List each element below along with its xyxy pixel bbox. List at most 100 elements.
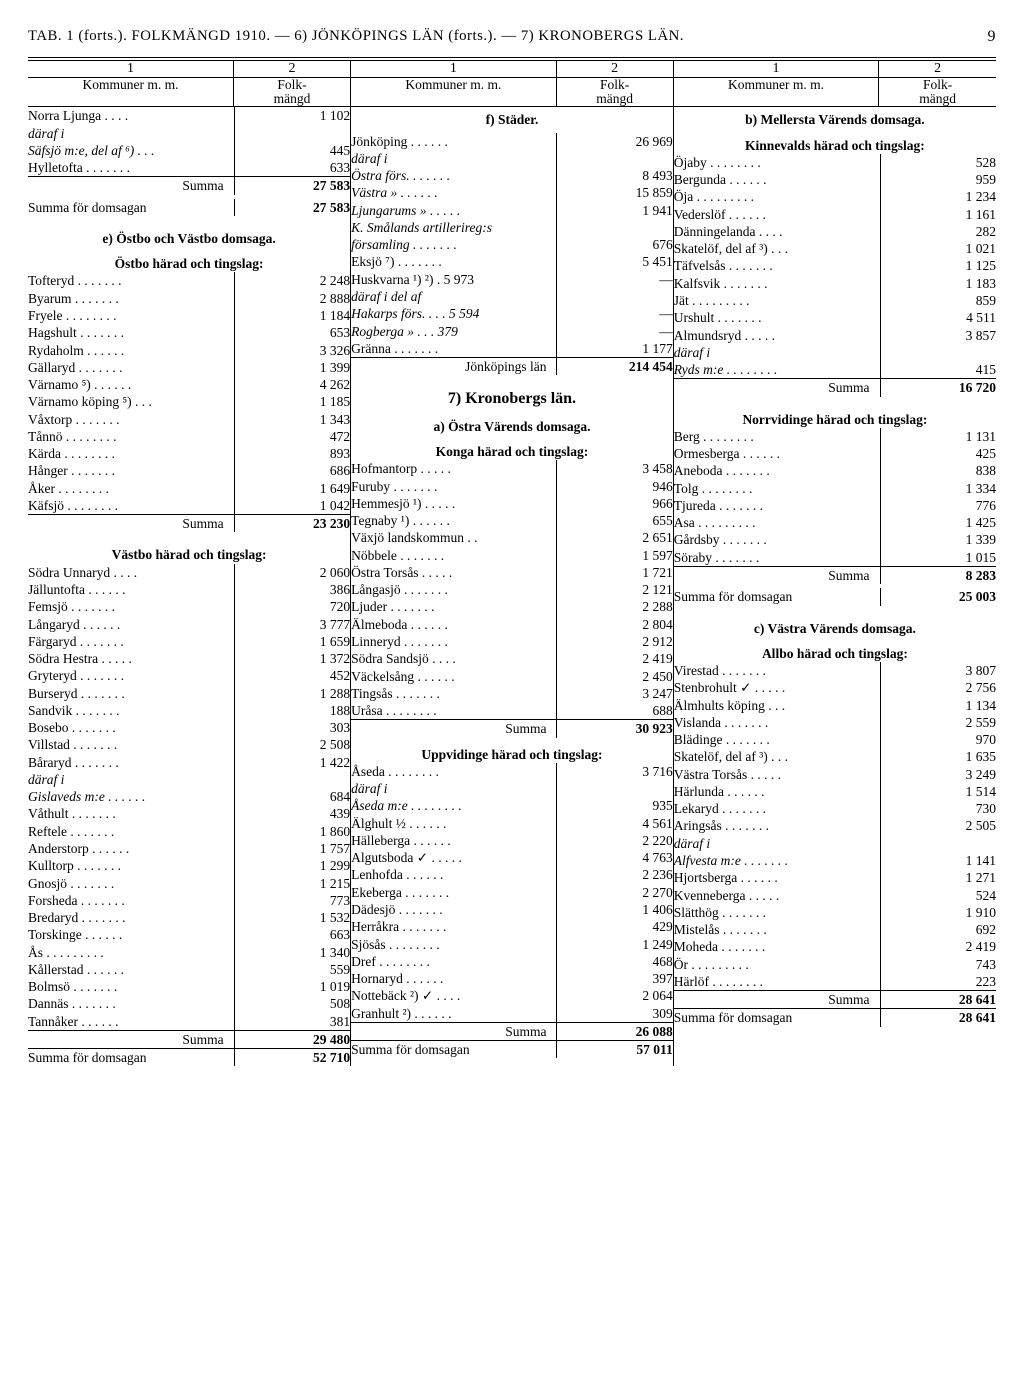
table-row: Åker . . . . . . . .1 649 xyxy=(28,480,350,497)
row-value: 2 559 xyxy=(880,714,996,731)
row-value: 25 003 xyxy=(880,588,996,605)
row-value: 1 597 xyxy=(557,547,673,564)
row-value: 28 641 xyxy=(880,1009,996,1027)
row-label: Södra Sandsjö . . . . xyxy=(351,650,557,667)
row-label: Rogberga » . . . 379 xyxy=(351,323,557,340)
row-label: Norra Ljunga . . . . xyxy=(28,107,234,124)
table-row: Virestad . . . . . . .3 807 xyxy=(674,662,996,679)
table-row: däraf i xyxy=(674,835,996,852)
table-row: Kvenneberga . . . . .524 xyxy=(674,887,996,904)
table-row: Värnamo köping ⁵) . . .1 185 xyxy=(28,393,350,410)
col-header-label-2: Kommuner m. m. xyxy=(351,78,556,107)
row-value: 1 131 xyxy=(880,428,996,445)
table-row: Öjaby . . . . . . . .528 xyxy=(674,154,996,171)
row-value: 23 230 xyxy=(234,515,350,533)
row-value: 508 xyxy=(234,995,350,1012)
row-label: K. Smålands artillerireg:s xyxy=(351,219,557,236)
table-row: Linneryd . . . . . . .2 912 xyxy=(351,633,673,650)
column-3-body: b) Mellersta Värends domsaga.Kinnevalds … xyxy=(674,107,996,1026)
row-label: Burseryd . . . . . . . xyxy=(28,685,234,702)
row-value: 838 xyxy=(880,462,996,479)
table-row: Rydaholm . . . . . .3 326 xyxy=(28,342,350,359)
row-value xyxy=(557,288,673,305)
row-value: 524 xyxy=(880,887,996,904)
row-label: Skatelöf, del af ³) . . . xyxy=(674,748,880,765)
row-value: 5 451 xyxy=(557,253,673,270)
table-row: Älghult ½ . . . . . .4 561 xyxy=(351,815,673,832)
row-label: Härlunda . . . . . . xyxy=(674,783,880,800)
row-value: 282 xyxy=(880,223,996,240)
row-value: 1 406 xyxy=(557,901,673,918)
row-label: Hälleberga . . . . . . xyxy=(351,832,557,849)
table-row: Östra förs. . . . . . .8 493 xyxy=(351,167,673,184)
row-value: 1 659 xyxy=(234,633,350,650)
table-row: Gryteryd . . . . . . .452 xyxy=(28,667,350,684)
table-row: Summa för domsagan52 710 xyxy=(28,1049,350,1067)
row-value: 2 248 xyxy=(234,272,350,289)
table-row: Furuby . . . . . . .946 xyxy=(351,478,673,495)
row-value: 4 561 xyxy=(557,815,673,832)
table-row: Härlunda . . . . . .1 514 xyxy=(674,783,996,800)
table-row: Östra Torsås . . . . .1 721 xyxy=(351,564,673,581)
row-value: 1 343 xyxy=(234,411,350,428)
row-label: Gnosjö . . . . . . . xyxy=(28,875,234,892)
row-label: Åseda m:e . . . . . . . . xyxy=(351,797,557,814)
table-row: Hjortsberga . . . . . .1 271 xyxy=(674,869,996,886)
row-value: 528 xyxy=(880,154,996,171)
table-row: Huskvarna ¹) ²) . 5 973— xyxy=(351,271,673,288)
column-1-body: Norra Ljunga . . . .1 102däraf iSäfsjö m… xyxy=(28,107,350,1066)
row-value: 966 xyxy=(557,495,673,512)
row-value: 2 121 xyxy=(557,581,673,598)
row-value: 4 511 xyxy=(880,309,996,326)
row-value: 686 xyxy=(234,462,350,479)
row-value: 472 xyxy=(234,428,350,445)
col-header-value-3: Folk- mängd xyxy=(879,78,996,107)
table-row: Alfvesta m:e . . . . . . .1 141 xyxy=(674,852,996,869)
row-value: — xyxy=(557,305,673,322)
row-value: 381 xyxy=(234,1013,350,1031)
row-value: 2 419 xyxy=(557,650,673,667)
row-value: 1 271 xyxy=(880,869,996,886)
row-value: 684 xyxy=(234,788,350,805)
row-value: 653 xyxy=(234,324,350,341)
row-value: 2 236 xyxy=(557,866,673,883)
table-row xyxy=(28,216,350,226)
row-label: Båraryd . . . . . . . xyxy=(28,754,234,771)
row-value: 2 064 xyxy=(557,987,673,1004)
row-value: 1 860 xyxy=(234,823,350,840)
row-label: däraf i xyxy=(28,125,234,142)
table-row: Femsjö . . . . . . .720 xyxy=(28,598,350,615)
row-value: 688 xyxy=(557,702,673,720)
row-value: 26 088 xyxy=(557,1022,673,1040)
table-row: Allbo härad och tingslag: xyxy=(674,641,996,662)
column-2-body: f) Städer.Jönköping . . . . . .26 969där… xyxy=(351,107,673,1058)
row-label: Summa för domsagan xyxy=(674,588,880,605)
row-label: Almundsryd . . . . . xyxy=(674,327,880,344)
row-value: 959 xyxy=(880,171,996,188)
row-label: Ekeberga . . . . . . . xyxy=(351,884,557,901)
row-label: Lekaryd . . . . . . . xyxy=(674,800,880,817)
table-row: a) Östra Värends domsaga. xyxy=(351,414,673,435)
table-row: Eksjö ⁷) . . . . . . .5 451 xyxy=(351,253,673,270)
colnum-2: 2 xyxy=(233,59,350,78)
row-label: däraf i del af xyxy=(351,288,557,305)
table-row: Gällaryd . . . . . . .1 399 xyxy=(28,359,350,376)
row-value: 655 xyxy=(557,512,673,529)
table-row: Kinnevalds härad och tingslag: xyxy=(674,133,996,154)
table-row: Jönköping . . . . . .26 969 xyxy=(351,133,673,150)
row-value: 1 299 xyxy=(234,857,350,874)
row-label: Öja . . . . . . . . . xyxy=(674,188,880,205)
table-row: Tingsås . . . . . . .3 247 xyxy=(351,685,673,702)
table-row: Öja . . . . . . . . .1 234 xyxy=(674,188,996,205)
row-label: Summa xyxy=(28,177,234,195)
table-row: Hakarps förs. . . . 5 594— xyxy=(351,305,673,322)
table-row: Slätthög . . . . . . .1 910 xyxy=(674,904,996,921)
table-row: Konga härad och tingslag: xyxy=(351,439,673,460)
table-row: c) Västra Värends domsaga. xyxy=(674,616,996,637)
row-value xyxy=(234,125,350,142)
row-label: Hofmantorp . . . . . xyxy=(351,460,557,477)
row-value: 1 422 xyxy=(234,754,350,771)
table-row xyxy=(674,606,996,616)
row-value: 1 425 xyxy=(880,514,996,531)
row-value: 559 xyxy=(234,961,350,978)
